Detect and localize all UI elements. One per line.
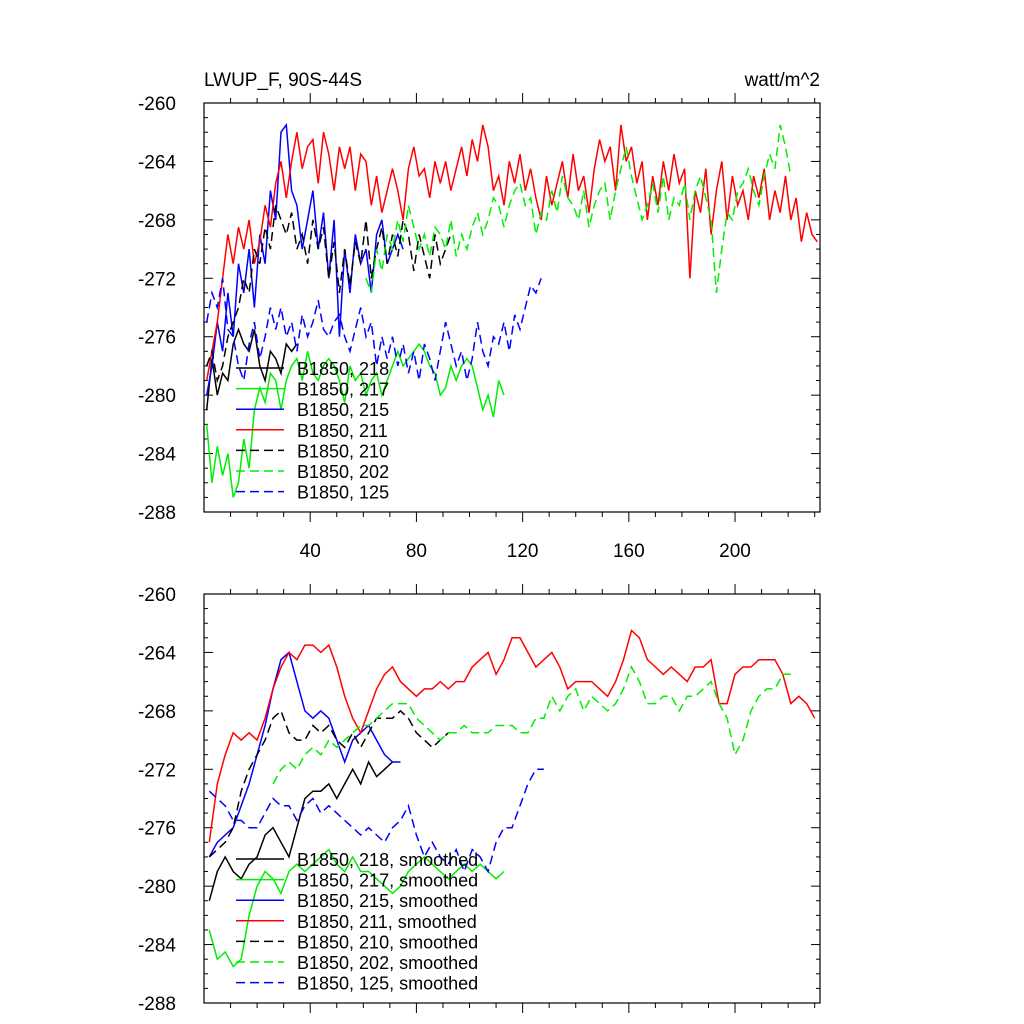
x-tick-label: 200	[719, 541, 751, 562]
y-tick-label: -288	[138, 503, 176, 524]
series-line-6	[208, 768, 544, 874]
chart-title-left: LWUP_F, 90S-44S	[204, 70, 362, 91]
y-tick-label: -272	[138, 760, 176, 781]
series-line-2	[208, 651, 401, 858]
x-tick-label: 120	[507, 541, 539, 562]
y-tick-label: -284	[138, 445, 176, 466]
y-tick-label: -260	[138, 585, 176, 606]
legend-label: B1850, 217, smoothed	[297, 871, 478, 891]
y-tick-label: -280	[138, 386, 176, 407]
y-tick-label: -276	[138, 328, 176, 349]
legend-label: B1850, 202, smoothed	[297, 953, 478, 973]
series-line-6	[205, 278, 542, 381]
y-tick-label: -272	[138, 269, 176, 290]
legend-label: B1850, 215, smoothed	[297, 891, 478, 911]
legend-label: B1850, 218, smoothed	[297, 850, 478, 870]
series-line-4	[208, 709, 449, 858]
legend-label: B1850, 125	[297, 483, 389, 503]
legend-label: B1850, 202	[297, 462, 389, 482]
x-tick-label: 80	[406, 541, 427, 562]
y-tick-label: -260	[138, 94, 176, 115]
series-line-4	[205, 205, 452, 384]
series-line-5	[365, 124, 792, 294]
y-tick-label: -288	[138, 994, 176, 1015]
legend-label: B1850, 211	[297, 421, 388, 441]
legend-label: B1850, 125, smoothed	[297, 974, 478, 994]
chart-title-right: watt/m^2	[744, 70, 820, 91]
legend-label: B1850, 218	[297, 359, 389, 379]
y-tick-label: -268	[138, 211, 176, 232]
y-tick-label: -264	[138, 643, 176, 664]
series-line-1	[205, 342, 505, 498]
x-tick-label: 160	[613, 541, 645, 562]
y-tick-label: -264	[138, 152, 176, 173]
series-line-5	[272, 665, 791, 785]
legend-label: B1850, 210, smoothed	[297, 932, 478, 952]
series-line-2	[205, 122, 404, 396]
series-line-3	[208, 629, 816, 843]
panel-smoothed: -260 -264 -268 -272 -276 -280 -284 -288 B1850, 2…	[138, 584, 821, 1015]
series-line-3	[205, 124, 818, 381]
y-tick-label: -268	[138, 702, 176, 723]
y-tick-label: -284	[138, 936, 176, 957]
y-tick-label: -276	[138, 819, 176, 840]
y-tick-label: -280	[138, 877, 176, 898]
legend-label: B1850, 215	[297, 400, 389, 420]
x-tick-label: 40	[300, 541, 321, 562]
legend-label: B1850, 211, smoothed	[297, 912, 477, 932]
series-line-1	[208, 848, 505, 968]
panel-raw: -260 -264 -268 -272 -276 -280 -284 -288 40 80 120 1…	[138, 93, 821, 562]
legend-label: B1850, 210	[297, 441, 389, 461]
legend-label: B1850, 217	[297, 380, 389, 400]
